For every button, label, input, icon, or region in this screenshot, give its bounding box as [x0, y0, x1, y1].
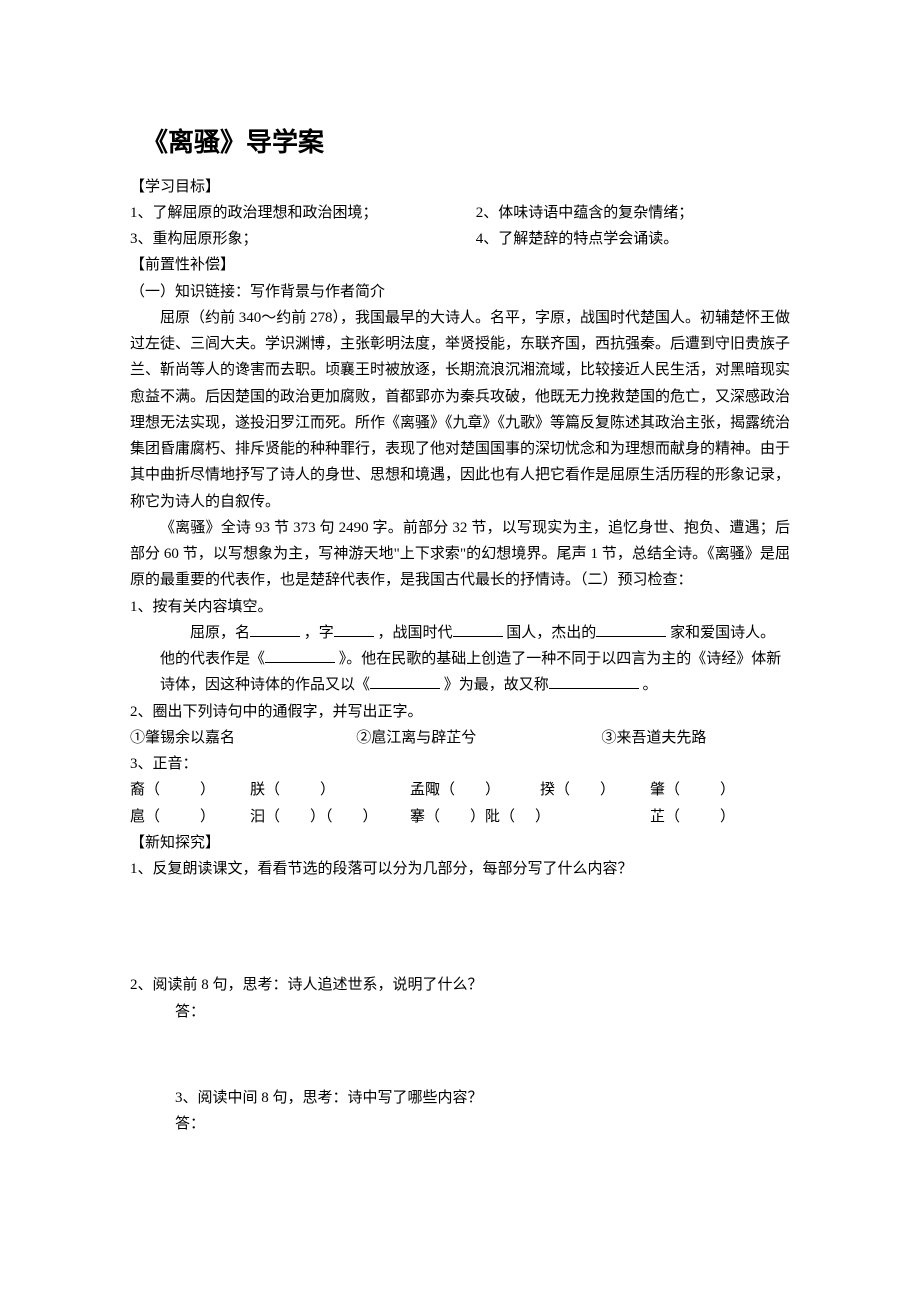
q1-text-d: 国人，杰出的 [506, 625, 596, 641]
fill-blank-heading: 1、按有关内容填空。 [130, 594, 790, 620]
pre-compensation-heading: 【前置性补偿】 [130, 252, 790, 278]
blank-3 [453, 621, 503, 637]
pron-row-1: 裔（） 朕（） 孟陬（） 揆（） 肇（） [130, 777, 790, 803]
pron-r1-c2: 朕（） [250, 777, 410, 803]
answer-space-2 [130, 1025, 790, 1085]
blank-5 [265, 647, 335, 663]
background-paragraph-1: 屈原（约前 340～约前 278），我国最早的大诗人。名平，字原，战国时代楚国人… [130, 305, 790, 515]
pron-r2-c4 [540, 804, 650, 830]
blank-7 [549, 673, 639, 689]
pronunciation-heading: 3、正音： [130, 751, 790, 777]
fill-blank-body: 屈原，名 ，字 ，战国时代 国人，杰出的 家和爱国诗人。他的代表作是《 》。他在… [130, 620, 790, 699]
pron-r2-c2: 汩（）（） [250, 804, 410, 830]
pron-r2-c1: 扈（） [130, 804, 250, 830]
q1-text-c: ，战国时代 [378, 625, 453, 641]
tongjia-1: ①肇锡余以嘉名 [130, 725, 356, 751]
learning-goals-heading: 【学习目标】 [130, 174, 790, 200]
q1-text-a: 屈原，名 [190, 625, 250, 641]
pron-r1-c4: 揆（） [540, 777, 650, 803]
goals-row-2: 3、重构屈原形象； 4、了解楚辞的特点学会诵读。 [130, 226, 790, 252]
answer-label-3: 答： [130, 1111, 790, 1137]
answer-space-1 [130, 882, 790, 972]
tongjia-row: ①肇锡余以嘉名 ②扈江离与辟芷兮 ③来吾道夫先路 [130, 725, 790, 751]
pron-r1-c1: 裔（） [130, 777, 250, 803]
q1-text-g: 》为最，故又称 [444, 677, 549, 693]
document-title: 《离骚》导学案 [142, 120, 790, 166]
q1-text-b: ，字 [304, 625, 334, 641]
background-paragraph-2: 《离骚》全诗 93 节 373 句 2490 字。前部分 32 节，以写现实为主… [130, 515, 790, 594]
tongjia-heading: 2、圈出下列诗句中的通假字，并写出正字。 [130, 699, 790, 725]
new-q2: 2、阅读前 8 句，思考：诗人追述世系，说明了什么？ [130, 972, 790, 998]
document-page: 《离骚》导学案 【学习目标】 1、了解屈原的政治理想和政治困境； 2、体味诗语中… [0, 0, 920, 1197]
tongjia-2: ②扈江离与辟芷兮 [356, 725, 601, 751]
blank-6 [370, 673, 440, 689]
pron-r2-c3: 搴（）阰（） [410, 804, 540, 830]
blank-4 [596, 621, 666, 637]
tongjia-3: ③来吾道夫先路 [601, 725, 790, 751]
answer-label-2: 答： [130, 999, 790, 1025]
pron-r2-c5: 芷（） [650, 804, 735, 830]
pron-r1-c5: 肇（） [650, 777, 735, 803]
new-explore-heading: 【新知探究】 [130, 830, 790, 856]
pron-row-2: 扈（） 汩（）（） 搴（）阰（） 芷（） [130, 804, 790, 830]
goals-row-1: 1、了解屈原的政治理想和政治困境； 2、体味诗语中蕴含的复杂情绪； [130, 200, 790, 226]
goal-3: 3、重构屈原形象； [130, 226, 476, 252]
new-q3: 3、阅读中间 8 句，思考：诗中写了哪些内容？ [130, 1085, 790, 1111]
knowledge-link-heading: （一）知识链接：写作背景与作者简介 [130, 279, 790, 305]
goal-2: 2、体味诗语中蕴含的复杂情绪； [476, 200, 790, 226]
goal-1: 1、了解屈原的政治理想和政治困境； [130, 200, 476, 226]
pron-r1-c3: 孟陬（） [410, 777, 540, 803]
goal-4: 4、了解楚辞的特点学会诵读。 [476, 226, 790, 252]
blank-2 [334, 621, 374, 637]
blank-1 [250, 621, 300, 637]
new-q1: 1、反复朗读课文，看看节选的段落可以分为几部分，每部分写了什么内容？ [130, 856, 790, 882]
q1-text-end: 。 [643, 677, 658, 693]
